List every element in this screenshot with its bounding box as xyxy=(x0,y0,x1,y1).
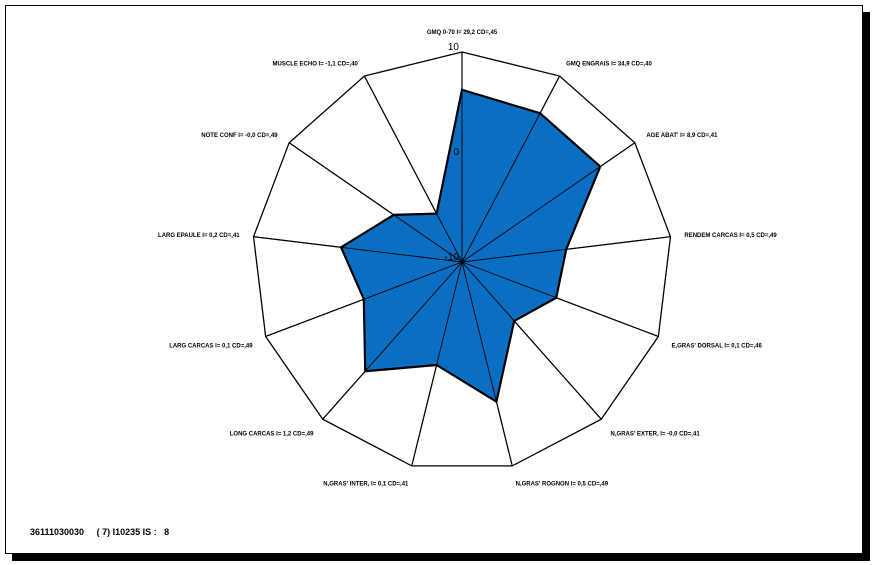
radar-axis-label: AGE ABAT' I= 8,9 CD=,41 xyxy=(646,133,718,139)
radar-axis-label: GMQ 0-70 I= 29,2 CD=,45 xyxy=(427,30,498,36)
radar-spoke-overlay xyxy=(461,142,636,263)
radar-axis-label: E,GRAS' DORSAL I= 0,1 CD=,46 xyxy=(671,343,762,349)
radar-spoke-overlay xyxy=(461,261,602,420)
radar-axis-label: N,GRAS' INTER, I= 0,1 CD=,41 xyxy=(323,481,409,487)
radar-axis-labels: GMQ 0-70 I= 29,2 CD=,45 GMQ ENGRAIS I= 34… xyxy=(158,30,777,487)
radar-axis-label: RENDEM CARCAS I= 0,5 CD=,49 xyxy=(684,233,777,239)
radar-tick-label: 10 xyxy=(448,42,460,53)
radar-spoke-overlay xyxy=(364,75,463,263)
radar-axis-label: LARG EPAULE I= 0,2 CD=,41 xyxy=(158,233,240,239)
radar-tick-label: -10 xyxy=(445,252,460,263)
radar-spoke-overlay xyxy=(461,261,513,467)
radar-spoke-overlay xyxy=(265,261,463,337)
radar-spoke-overlay xyxy=(288,142,463,263)
radar-spoke-overlay xyxy=(322,261,463,420)
radar-spoke-overlay xyxy=(461,75,560,263)
radar-spoke-overlay xyxy=(253,236,463,263)
radar-axis-label: LONG CARCAS I= 1,2 CD=,49 xyxy=(230,432,314,438)
radar-axis-label: NOTE CONF I= -0,0 CD=,49 xyxy=(201,133,278,139)
radar-axis-label: N,GRAS' ROGNON I= 0,5 CD=,49 xyxy=(516,481,609,487)
radar-spoke-overlay xyxy=(461,261,659,337)
radar-axis-label: N,GRAS' EXTER, I= -0,0 CD=,41 xyxy=(611,432,701,438)
radar-axis-label: LARG CARCAS I= 0,1 CD=,49 xyxy=(169,343,253,349)
radar-spoke-overlay xyxy=(461,236,671,263)
radar-spoke-overlay xyxy=(411,261,463,467)
radar-series xyxy=(253,52,671,467)
radar-tick-labels: 10 0 -10 xyxy=(445,42,460,263)
footer-id-text: 36111030030 ( 7) I10235 IS : 8 xyxy=(30,527,170,537)
radar-tick-label: 0 xyxy=(453,147,459,158)
radar-axis-label: GMQ ENGRAIS I= 34,9 CD=,40 xyxy=(566,62,652,68)
radar-axis-label: MUSCLE ECHO I= -1,1 CD=,40 xyxy=(273,62,359,68)
